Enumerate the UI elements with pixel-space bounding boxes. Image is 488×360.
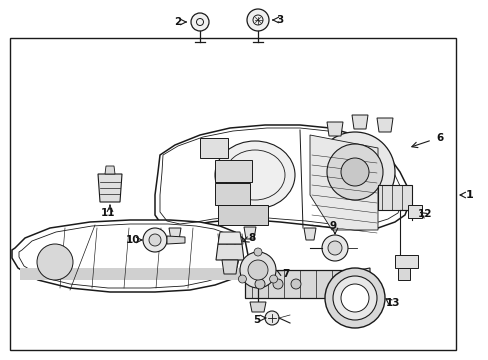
Circle shape (149, 234, 161, 246)
Text: 10: 10 (125, 235, 140, 245)
Circle shape (264, 311, 279, 325)
Polygon shape (218, 205, 267, 225)
Ellipse shape (215, 141, 294, 209)
Polygon shape (304, 228, 315, 240)
Circle shape (247, 260, 267, 280)
Polygon shape (200, 138, 227, 158)
Polygon shape (216, 244, 244, 260)
Polygon shape (222, 260, 238, 274)
Polygon shape (397, 268, 409, 280)
Circle shape (325, 268, 384, 328)
Circle shape (240, 252, 275, 288)
Text: 12: 12 (417, 209, 431, 219)
Polygon shape (244, 270, 349, 298)
Polygon shape (309, 135, 377, 230)
Text: 11: 11 (101, 208, 115, 218)
Circle shape (142, 228, 167, 252)
Circle shape (326, 144, 382, 200)
Circle shape (37, 244, 73, 280)
Text: 3: 3 (276, 15, 283, 25)
Text: 7: 7 (282, 269, 289, 279)
Polygon shape (20, 268, 240, 280)
Text: 9: 9 (329, 221, 336, 231)
Circle shape (340, 158, 368, 186)
Polygon shape (169, 228, 181, 240)
Polygon shape (215, 160, 251, 182)
Polygon shape (347, 268, 369, 302)
Polygon shape (167, 236, 184, 244)
Circle shape (321, 235, 347, 261)
Polygon shape (249, 302, 265, 312)
Polygon shape (155, 125, 409, 230)
Text: 6: 6 (435, 133, 443, 143)
Polygon shape (351, 115, 367, 129)
Bar (10, 38, 455, 350)
Polygon shape (218, 232, 242, 244)
Text: 13: 13 (385, 298, 400, 308)
Polygon shape (98, 174, 122, 202)
Polygon shape (326, 122, 342, 136)
Circle shape (191, 13, 208, 31)
Circle shape (253, 248, 262, 256)
Polygon shape (105, 166, 115, 174)
Circle shape (254, 279, 264, 289)
Circle shape (327, 241, 341, 255)
Polygon shape (244, 227, 256, 239)
Text: 1: 1 (465, 190, 473, 200)
Polygon shape (377, 185, 411, 210)
Text: 5: 5 (253, 315, 260, 325)
Circle shape (314, 132, 394, 212)
Polygon shape (407, 205, 421, 218)
Polygon shape (12, 220, 247, 292)
Circle shape (272, 279, 283, 289)
Circle shape (332, 276, 376, 320)
Polygon shape (215, 183, 249, 205)
Text: 8: 8 (248, 233, 255, 243)
Circle shape (290, 279, 301, 289)
Text: 2: 2 (174, 17, 181, 27)
Circle shape (246, 9, 268, 31)
Polygon shape (376, 118, 392, 132)
Circle shape (269, 275, 277, 283)
Polygon shape (394, 255, 417, 268)
Circle shape (238, 275, 246, 283)
Circle shape (340, 284, 368, 312)
